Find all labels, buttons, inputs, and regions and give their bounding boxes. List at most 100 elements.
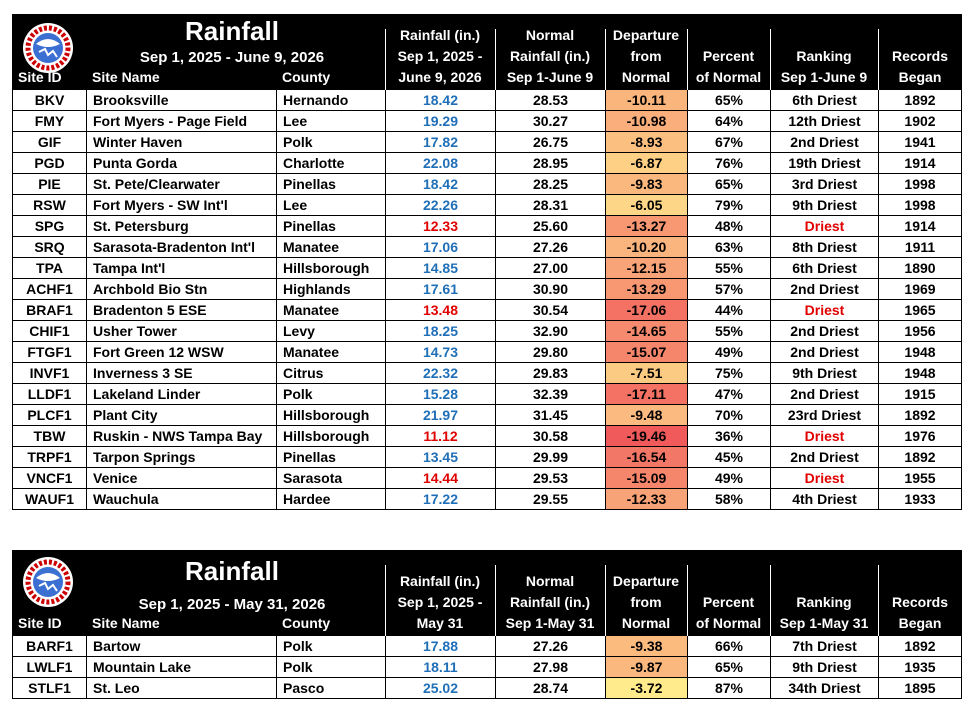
- table-cell: 25.60: [495, 216, 605, 236]
- table-cell: -14.65: [605, 321, 687, 341]
- table-cell: Hardee: [276, 489, 385, 509]
- table-cell: 28.95: [495, 153, 605, 173]
- table-cell: 1892: [878, 636, 962, 656]
- table-title: Rainfall: [185, 556, 279, 586]
- table-cell: 27.98: [495, 657, 605, 677]
- table-row: TPA Tampa Int'l Hillsborough 14.85 27.00 -12.…: [12, 258, 962, 279]
- table-cell: 1965: [878, 300, 962, 320]
- header-divider: [770, 29, 771, 90]
- table-cell: RSW: [12, 195, 86, 215]
- table-cell: Hillsborough: [276, 426, 385, 446]
- table-cell: Fort Green 12 WSW: [86, 342, 276, 362]
- header-divider: [770, 565, 771, 636]
- table-cell: Ruskin - NWS Tampa Bay: [86, 426, 276, 446]
- table-cell: Usher Tower: [86, 321, 276, 341]
- table-cell: 27.26: [495, 237, 605, 257]
- table-cell: Manatee: [276, 237, 385, 257]
- table-cell: TRPF1: [12, 447, 86, 467]
- header-divider: [687, 29, 688, 90]
- table-cell: Pinellas: [276, 216, 385, 236]
- table-cell: 31.45: [495, 405, 605, 425]
- column-header-line: Site ID: [18, 69, 62, 85]
- table-cell: -6.87: [605, 153, 687, 173]
- table-cell: Tampa Int'l: [86, 258, 276, 278]
- table-cell: 23rd Driest: [770, 405, 878, 425]
- rainfall-table: Rainfall Sep 1, 2025 - June 9, 2026 Site I…: [12, 14, 962, 510]
- table-cell: -12.33: [605, 489, 687, 509]
- table-header: Rainfall Sep 1, 2025 - May 31, 2026 Site I…: [12, 550, 962, 636]
- table-cell: BRAF1: [12, 300, 86, 320]
- table-cell: -10.20: [605, 237, 687, 257]
- column-header-line: of Normal: [695, 615, 762, 631]
- table-cell: 12.33: [385, 216, 495, 236]
- table-cell: Bartow: [86, 636, 276, 656]
- column-header: Records Began: [878, 592, 962, 634]
- column-header: County: [276, 613, 385, 634]
- table-cell: 17.22: [385, 489, 495, 509]
- table-row: WAUF1 Wauchula Hardee 17.22 29.55 -12.33 58% 4t…: [12, 489, 962, 510]
- table-cell: 1892: [878, 90, 962, 110]
- table-cell: 29.99: [495, 447, 605, 467]
- table-cell: 14.85: [385, 258, 495, 278]
- rainfall-table: Rainfall Sep 1, 2025 - May 31, 2026 Site I…: [12, 550, 962, 699]
- column-header: Site Name: [86, 613, 276, 634]
- column-header: Site ID: [12, 67, 86, 88]
- table-cell: 8th Driest: [770, 237, 878, 257]
- column-header: Rainfall (in.) Sep 1, 2025 - May 31: [385, 571, 495, 634]
- table-header: Rainfall Sep 1, 2025 - June 9, 2026 Site I…: [12, 14, 962, 90]
- table-cell: Punta Gorda: [86, 153, 276, 173]
- table-cell: -3.72: [605, 678, 687, 698]
- table-cell: -16.54: [605, 447, 687, 467]
- table-cell: 44%: [687, 300, 770, 320]
- table-cell: Archbold Bio Stn: [86, 279, 276, 299]
- table-cell: 49%: [687, 342, 770, 362]
- table-cell: Venice: [86, 468, 276, 488]
- column-header: Rainfall (in.) Sep 1, 2025 - June 9, 2026: [385, 25, 495, 88]
- table-cell: 1895: [878, 678, 962, 698]
- table-cell: 55%: [687, 258, 770, 278]
- table-cell: ACHF1: [12, 279, 86, 299]
- column-header-line: from: [630, 48, 662, 64]
- table-cell: 21.97: [385, 405, 495, 425]
- table-cell: LLDF1: [12, 384, 86, 404]
- column-header-line: Normal: [525, 573, 575, 589]
- column-header-line: Ranking: [796, 48, 852, 64]
- column-header-line: Rainfall (in.): [509, 594, 591, 610]
- table-cell: TPA: [12, 258, 86, 278]
- column-header-line: Percent: [702, 594, 755, 610]
- table-row: CHIF1 Usher Tower Levy 18.25 32.90 -14.65 55% 2…: [12, 321, 962, 342]
- table-cell: Plant City: [86, 405, 276, 425]
- table-cell: Levy: [276, 321, 385, 341]
- table-cell: SRQ: [12, 237, 86, 257]
- column-header-line: May 31: [416, 615, 464, 631]
- table-cell: Manatee: [276, 300, 385, 320]
- table-cell: 30.54: [495, 300, 605, 320]
- table-cell: Wauchula: [86, 489, 276, 509]
- table-cell: 79%: [687, 195, 770, 215]
- table-cell: 25.02: [385, 678, 495, 698]
- table-row: BRAF1 Bradenton 5 ESE Manatee 13.48 30.54 -17…: [12, 300, 962, 321]
- table-cell: 2nd Driest: [770, 342, 878, 362]
- column-header: Percent of Normal: [687, 592, 770, 634]
- table-row: SPG St. Petersburg Pinellas 12.33 25.60 -13.2…: [12, 216, 962, 237]
- table-cell: 17.06: [385, 237, 495, 257]
- table-cell: St. Leo: [86, 678, 276, 698]
- table-cell: St. Petersburg: [86, 216, 276, 236]
- table-cell: 9th Driest: [770, 657, 878, 677]
- table-row: TBW Ruskin - NWS Tampa Bay Hillsborough 11.…: [12, 426, 962, 447]
- column-header-line: County: [282, 615, 331, 631]
- table-cell: PIE: [12, 174, 86, 194]
- table-row: SRQ Sarasota-Bradenton Int'l Manatee 17.06 2…: [12, 237, 962, 258]
- column-header-line: Sep 1-June 9: [780, 69, 868, 85]
- table-cell: 1948: [878, 342, 962, 362]
- table-row: FMY Fort Myers - Page Field Lee 19.29 30.27-…: [12, 111, 962, 132]
- table-cell: 4th Driest: [770, 489, 878, 509]
- table-cell: Brooksville: [86, 90, 276, 110]
- table-cell: 29.55: [495, 489, 605, 509]
- column-header: Normal Rainfall (in.) Sep 1-June 9: [495, 25, 605, 88]
- table-cell: -13.29: [605, 279, 687, 299]
- table-row: PGD Punta Gorda Charlotte 22.08 28.95 -6.87 76…: [12, 153, 962, 174]
- table-row: BARF1 Bartow Polk 17.88 27.26 -9.38 66% 7th Dri…: [12, 636, 962, 657]
- table-cell: 17.61: [385, 279, 495, 299]
- table-cell: Hillsborough: [276, 405, 385, 425]
